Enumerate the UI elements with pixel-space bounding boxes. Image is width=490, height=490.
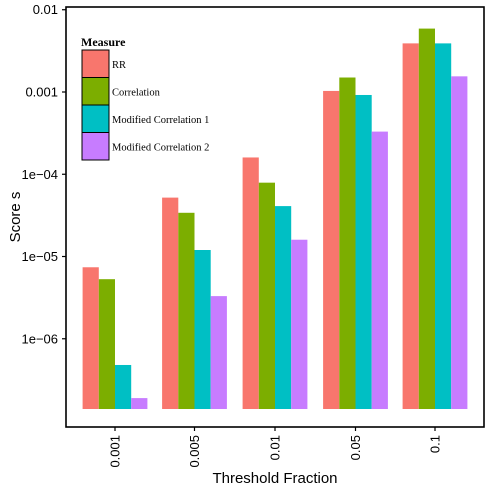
bar-modified-correlation-2-0.05 — [371, 131, 388, 409]
bar-modified-correlation-2-0.1 — [451, 76, 468, 409]
legend-label: Correlation — [112, 87, 161, 98]
bar-modified-correlation-1-0.01 — [275, 206, 292, 409]
x-tick-label: 0.005 — [187, 435, 202, 468]
bar-modified-correlation-1-0.005 — [194, 250, 211, 409]
bar-modified-correlation-2-0.01 — [291, 239, 308, 409]
bar-rr-0.001 — [82, 267, 99, 409]
x-tick-label: 0.1 — [428, 435, 443, 453]
x-axis-title: Threshold Fraction — [212, 470, 337, 487]
x-tick-label: 0.001 — [108, 435, 123, 468]
bar-modified-correlation-2-0.001 — [131, 398, 148, 409]
y-tick-label: 1e−06 — [21, 331, 58, 346]
bar-correlation-0.05 — [339, 77, 356, 409]
bar-rr-0.1 — [402, 43, 419, 409]
bar-modified-correlation-1-0.001 — [115, 364, 132, 409]
x-tick-label: 0.05 — [348, 435, 363, 460]
legend-label: Modified Correlation 2 — [112, 142, 209, 153]
x-axis: 0.001 0.005 0.01 0.05 0.1 — [108, 427, 443, 468]
legend-title: Measure — [81, 35, 126, 49]
y-axis: 1e−06 1e−05 1e−04 0.001 0.01 — [21, 2, 66, 346]
bar-correlation-0.1 — [418, 28, 435, 410]
bar-correlation-0.005 — [178, 212, 195, 409]
bars-group — [82, 28, 468, 410]
bar-correlation-0.01 — [258, 182, 275, 409]
bar-correlation-0.001 — [98, 279, 115, 409]
legend-label: RR — [112, 60, 126, 71]
legend-key — [81, 132, 110, 161]
legend-key — [81, 49, 110, 78]
bar-rr-0.01 — [242, 157, 259, 409]
x-tick-label: 0.01 — [268, 435, 283, 460]
legend-label: Modified Correlation 1 — [112, 115, 209, 126]
legend-key — [81, 104, 110, 133]
y-tick-label: 0.001 — [25, 84, 58, 99]
bar-rr-0.005 — [162, 197, 179, 409]
bar-modified-correlation-1-0.1 — [435, 43, 452, 409]
bar-modified-correlation-2-0.005 — [210, 296, 227, 409]
y-tick-label: 0.01 — [33, 2, 58, 17]
y-axis-title: Score s — [7, 192, 24, 243]
legend-key — [81, 77, 110, 106]
y-tick-label: 1e−05 — [21, 249, 58, 264]
legend: Measure RR Correlation Modified Correlatio… — [81, 35, 209, 161]
y-tick-label: 1e−04 — [21, 167, 58, 182]
bar-rr-0.05 — [323, 90, 340, 409]
bar-modified-correlation-1-0.05 — [355, 94, 372, 409]
